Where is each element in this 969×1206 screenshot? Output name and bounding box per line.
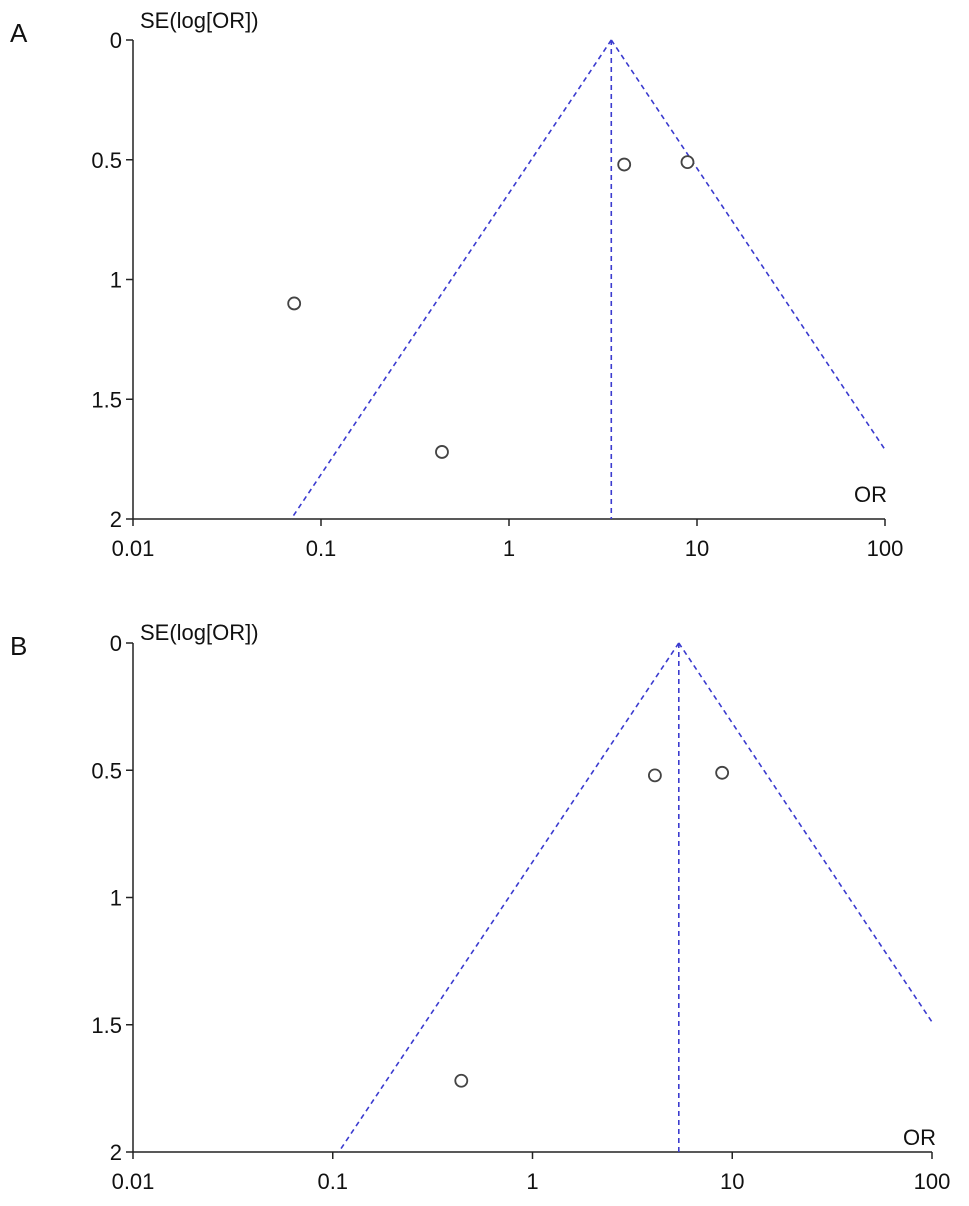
panel-b-y-tick-label: 1.5 — [91, 1013, 122, 1038]
panel-a-funnel-right-line — [610, 39, 886, 451]
panel-b-y-tick-label: 1 — [110, 886, 122, 911]
panel-a-y-tick-label: 0 — [110, 28, 122, 53]
panel-a-y-tick-label: 0.5 — [91, 148, 122, 173]
panel-a-x-tick-label: 1 — [503, 536, 515, 561]
panel-b-x-tick-label: 100 — [914, 1169, 951, 1194]
panel-b-study-point — [648, 768, 662, 783]
panel-b-funnel-left-line — [338, 642, 680, 1153]
panel-b-y-tick-label: 2 — [110, 1140, 122, 1165]
panel-a-funnel — [290, 39, 886, 520]
panel-a-x-tick-label: 0.1 — [306, 536, 337, 561]
panel-b-y-tick-label: 0.5 — [91, 758, 122, 783]
panel-a-points — [287, 155, 695, 459]
panel-b-points — [454, 765, 730, 1088]
panel-b-x-tick-label: 0.01 — [112, 1169, 155, 1194]
panel-b: B SE(log[OR]) OR 0 0.5 1 1.5 2 0.01 0.1 1 10 100 — [10, 620, 950, 1194]
panel-b-x-tick-label: 0.1 — [317, 1169, 348, 1194]
panel-a-study-point — [680, 155, 695, 170]
panel-a-x-tick-label: 100 — [867, 536, 904, 561]
panel-b-y-tick-label: 0 — [110, 631, 122, 656]
panel-a-study-point — [435, 445, 449, 459]
panel-a-y-axis-title: SE(log[OR]) — [140, 8, 259, 33]
panel-a-study-point — [617, 157, 632, 172]
panel-b-study-point — [715, 765, 730, 780]
panel-b-x-axis-title: OR — [903, 1125, 936, 1150]
panel-b-x-tick-label: 1 — [526, 1169, 538, 1194]
panel-b-study-point — [454, 1073, 469, 1088]
panel-a-y-tick-label: 2 — [110, 507, 122, 532]
panel-a-y-tick-label: 1 — [110, 268, 122, 293]
panel-b-y-axis-title: SE(log[OR]) — [140, 620, 259, 645]
panel-a-label: A — [10, 18, 28, 48]
panel-b-ticks: 0 0.5 1 1.5 2 0.01 0.1 1 10 100 — [91, 631, 950, 1194]
panel-a-x-tick-label: 0.01 — [112, 536, 155, 561]
panel-b-x-tick-label: 10 — [720, 1169, 744, 1194]
panel-a-x-tick-label: 10 — [685, 536, 709, 561]
panel-a-ticks: 0 0.5 1 1.5 2 0.01 0.1 1 10 100 — [91, 28, 903, 561]
panel-b-label: B — [10, 631, 27, 661]
panel-a: A SE(log[OR]) OR 0 0.5 1 1.5 2 0.01 0.1 1 10 100 — [10, 8, 903, 561]
panel-a-study-point — [287, 296, 302, 311]
panel-a-x-axis-title: OR — [854, 482, 887, 507]
panel-a-y-tick-label: 1.5 — [91, 387, 122, 412]
panel-b-funnel — [338, 642, 933, 1153]
panel-a-funnel-left-line — [290, 39, 612, 520]
panel-b-funnel-right-line — [678, 642, 933, 1023]
